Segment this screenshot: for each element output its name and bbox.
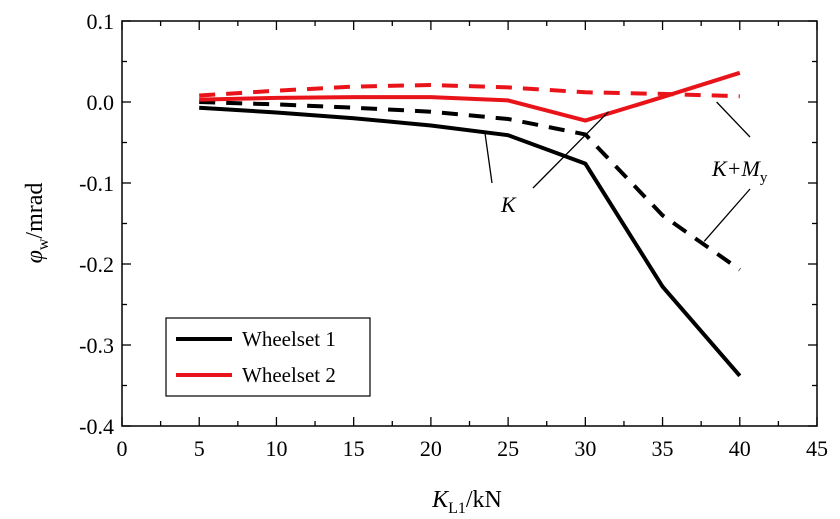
annotation-leader-kmy	[716, 101, 751, 138]
y-tick-label: -0.4	[79, 414, 114, 439]
legend-box	[165, 317, 371, 397]
annotation-kmy-sub: y	[760, 170, 768, 186]
series-lines	[199, 70, 742, 378]
annotation-kmy-main: K+M	[711, 156, 762, 181]
annotation-kmy-label: K+My	[711, 156, 768, 186]
series-line-wheelset-1-k-my	[199, 100, 741, 272]
legend-label-wheelset-1: Wheelset 1	[242, 327, 336, 351]
x-tick-label: 10	[265, 436, 287, 461]
y-tick-label: -0.3	[79, 333, 114, 358]
x-axis-title-unit: /kN	[466, 487, 502, 513]
annotation-k-label: K	[500, 192, 517, 217]
annotation-lines	[484, 101, 751, 242]
y-tick-label: -0.1	[79, 171, 114, 196]
x-tick-label: 5	[194, 436, 205, 461]
x-axis-title-sub: L1	[448, 500, 466, 517]
annotation-leader-kmy	[703, 188, 751, 242]
x-axis-title: KL1/kN	[431, 487, 502, 517]
y-tick-label: 0.0	[87, 90, 115, 115]
minor-ticks	[122, 21, 817, 426]
major-ticks	[121, 20, 818, 427]
x-tick-label: 35	[652, 436, 674, 461]
y-axis-title: φw/mrad	[22, 183, 52, 264]
x-tick-label: 20	[420, 436, 442, 461]
x-tick-label: 45	[806, 436, 828, 461]
x-tick-labels: 0 5 10 15 20 25 30 35 40 45	[117, 436, 829, 461]
x-tick-label: 40	[729, 436, 751, 461]
series-line-wheelset-2-k-my	[199, 83, 740, 99]
annotation-leader-k	[532, 111, 609, 189]
y-axis-title-sub: w	[35, 238, 52, 250]
y-tick-labels: 0.1 0.0 -0.1 -0.2 -0.3 -0.4	[79, 9, 114, 439]
legend: Wheelset 1 Wheelset 2	[165, 317, 371, 397]
x-tick-label: 25	[497, 436, 519, 461]
x-axis-title-main: K	[431, 487, 450, 513]
series-line-wheelset-2-k	[199, 70, 741, 123]
series-line-wheelset-1-k	[199, 105, 742, 378]
x-tick-label: 30	[574, 436, 596, 461]
y-axis-title-main: φ	[22, 250, 48, 263]
x-tick-label: 15	[343, 436, 365, 461]
y-axis-title-unit: /mrad	[22, 183, 48, 239]
annotation-leader-k	[484, 132, 493, 184]
legend-label-wheelset-2: Wheelset 2	[242, 363, 336, 387]
y-tick-label: -0.2	[79, 252, 114, 277]
x-tick-label: 0	[117, 436, 128, 461]
y-tick-label: 0.1	[87, 9, 115, 34]
